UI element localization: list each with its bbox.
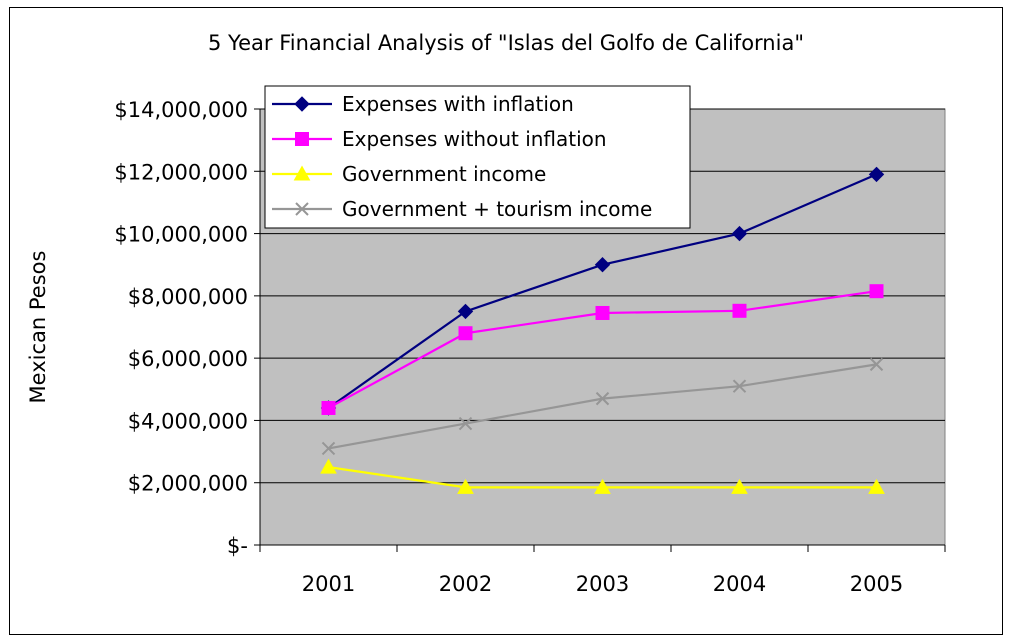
data-point-stroke (732, 379, 747, 393)
data-point (868, 166, 885, 183)
legend-marker (295, 132, 309, 146)
series-2 (321, 284, 884, 415)
chart-title: 5 Year Financial Analysis of "Islas del … (208, 31, 804, 55)
data-point (457, 303, 474, 320)
y-tick-label: $8,000,000 (128, 285, 248, 309)
data-point (594, 478, 611, 494)
legend-marker (293, 165, 311, 181)
y-tick-label: $- (227, 534, 248, 558)
data-point-stroke (321, 441, 336, 456)
x-tick-label: 2001 (302, 572, 355, 596)
data-point-stroke (595, 391, 610, 406)
legend: Expenses with inflation Expenses without … (264, 85, 691, 229)
data-point (731, 225, 748, 242)
data-point (869, 284, 884, 299)
legend-label: Government + tourism income (342, 197, 652, 221)
series-3 (320, 458, 885, 494)
data-point (458, 326, 473, 341)
x-tick-label: 2002 (439, 572, 492, 596)
y-tick-label: $14,000,000 (114, 98, 248, 122)
legend-box (264, 85, 691, 229)
legend-item-2: Expenses without inflation (272, 127, 607, 151)
series-4 (321, 357, 884, 456)
y-tick-label: $10,000,000 (114, 223, 248, 247)
data-point (595, 305, 610, 320)
legend-label: Government income (342, 162, 546, 186)
y-tick-label: $2,000,000 (128, 472, 248, 496)
data-point (321, 400, 336, 415)
legend-item-1: Expenses with inflation (272, 92, 574, 116)
legend-item-3: Government income (272, 162, 546, 186)
legend-label: Expenses with inflation (342, 92, 574, 116)
legend-item-4: Government + tourism income (272, 197, 652, 221)
axes: $- $2,000,000 $4,000,000 $6,000,000 $8,000,0… (114, 98, 946, 596)
y-tick-label: $4,000,000 (128, 409, 248, 433)
data-point-stroke (458, 416, 473, 431)
y-tick-label: $6,000,000 (128, 347, 248, 371)
data-point (868, 478, 885, 494)
legend-label: Expenses without inflation (342, 127, 607, 151)
legend-marker (294, 96, 310, 112)
data-point (457, 478, 474, 494)
x-tick-label: 2005 (850, 572, 903, 596)
legend-marker-stroke (295, 202, 309, 216)
y-tick-label: $12,000,000 (114, 160, 248, 184)
data-point (732, 303, 747, 318)
y-axis-label: Mexican Pesos (26, 251, 50, 404)
data-point-stroke (869, 357, 884, 372)
x-tick-label: 2003 (576, 572, 629, 596)
x-tick-label: 2004 (713, 572, 766, 596)
series-layer (320, 166, 885, 494)
data-point (731, 478, 748, 494)
data-point (594, 257, 611, 273)
data-point (320, 458, 337, 474)
